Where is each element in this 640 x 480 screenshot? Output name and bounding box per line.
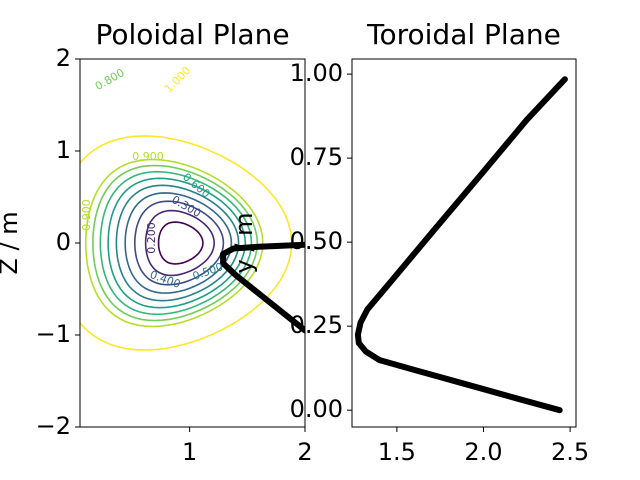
data-line	[354, 76, 568, 414]
y-tick-label: 2	[56, 44, 71, 72]
contour-line	[133, 200, 225, 286]
contour-line	[80, 135, 293, 351]
contour-line	[92, 164, 259, 322]
contour-line	[115, 184, 240, 302]
y-tick-label: 0.25	[290, 311, 343, 339]
y-tick-label: 0.00	[290, 395, 343, 423]
contour-line	[84, 158, 264, 328]
contour-label: 0.900	[132, 150, 164, 163]
y-tick-label: −2	[36, 412, 71, 440]
y-tick-label: 1.00	[290, 59, 343, 87]
x-tick-label: 2.5	[551, 438, 589, 466]
y-tick-label: 1	[56, 136, 71, 164]
y-tick-label: 0.75	[290, 143, 343, 171]
y-tick-label: −1	[36, 320, 71, 348]
contour-line	[99, 170, 253, 316]
data-line	[220, 241, 305, 334]
contour-label: 1.000	[162, 64, 193, 95]
contour-label: 0.900	[80, 199, 93, 231]
y-tick-label: 0	[56, 228, 71, 256]
axes-frame	[351, 58, 577, 428]
plot-area	[80, 135, 305, 351]
contour-label: 0.400	[148, 268, 182, 291]
axes-title: Poloidal Plane	[95, 18, 289, 51]
contour-line	[144, 209, 216, 277]
contour-line	[124, 192, 233, 294]
contour-label: 0.200	[145, 222, 158, 254]
x-axis-label: R / m	[161, 477, 224, 480]
contour-line	[157, 221, 204, 265]
contour-label: 0.800	[93, 66, 127, 93]
y-tick-label: 0.50	[290, 227, 343, 255]
y-axis-label: y / m	[230, 213, 258, 274]
contour-line	[107, 177, 247, 309]
x-tick-label: 1.5	[378, 438, 416, 466]
axes-frame	[79, 58, 306, 428]
plot-area	[354, 76, 568, 414]
x-tick-label: 2	[297, 438, 312, 466]
x-tick-label: 2.0	[464, 438, 502, 466]
x-axis-label: x / m	[434, 477, 495, 480]
y-axis-label: Z / m	[0, 211, 23, 274]
axes-title: Toroidal Plane	[366, 18, 561, 51]
x-tick-label: 1	[182, 438, 197, 466]
